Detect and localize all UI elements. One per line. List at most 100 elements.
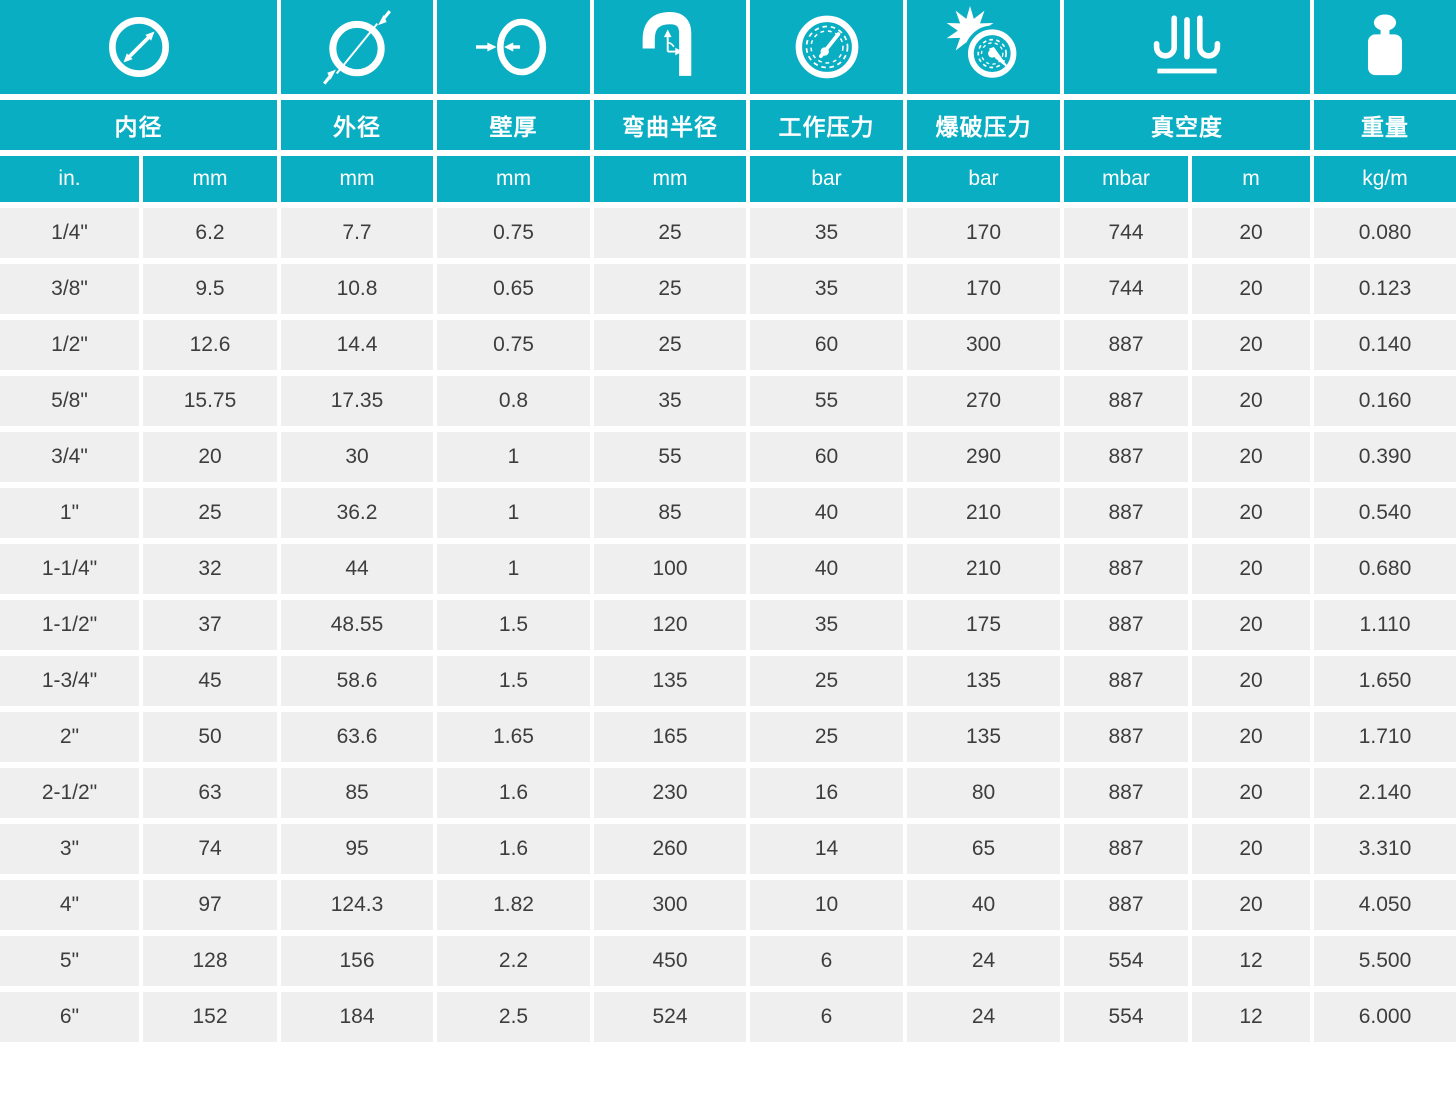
table-cell: 6.000 <box>1314 992 1456 1042</box>
outer-diameter-header-cell <box>281 0 433 94</box>
table-cell: 1.82 <box>437 880 590 930</box>
table-cell: 887 <box>1064 488 1188 538</box>
hose-spec-table: 内径 外径 壁厚 弯曲半径 工作压力 爆破压力 真空度 重量 in. mm mm… <box>0 0 1456 1042</box>
table-cell: 300 <box>907 320 1060 370</box>
unit-bend-radius-mm: mm <box>594 156 746 202</box>
inner-diameter-icon <box>102 10 176 84</box>
table-cell: 1.65 <box>437 712 590 762</box>
unit-vacuum-mbar: mbar <box>1064 156 1188 202</box>
table-cell: 887 <box>1064 712 1188 762</box>
table-cell: 290 <box>907 432 1060 482</box>
table-cell: 0.8 <box>437 376 590 426</box>
table-cell: 3.310 <box>1314 824 1456 874</box>
table-cell: 40 <box>750 488 903 538</box>
table-cell: 20 <box>1192 432 1310 482</box>
table-cell: 74 <box>143 824 277 874</box>
unit-inner-diameter-in: in. <box>0 156 139 202</box>
table-cell: 135 <box>594 656 746 706</box>
table-cell: 20 <box>1192 264 1310 314</box>
table-cell: 12 <box>1192 992 1310 1042</box>
table-cell: 1 <box>437 544 590 594</box>
table-cell: 3/8" <box>0 264 139 314</box>
table-cell: 230 <box>594 768 746 818</box>
table-cell: 0.75 <box>437 320 590 370</box>
table-cell: 2" <box>0 712 139 762</box>
table-cell: 1.5 <box>437 656 590 706</box>
table-cell: 1" <box>0 488 139 538</box>
unit-working-pressure-bar: bar <box>750 156 903 202</box>
wall-thickness-icon <box>475 9 552 85</box>
table-cell: 6 <box>750 936 903 986</box>
table-cell: 35 <box>750 208 903 258</box>
working-pressure-icon <box>789 9 865 85</box>
table-cell: 887 <box>1064 768 1188 818</box>
table-cell: 60 <box>750 320 903 370</box>
table-cell: 30 <box>281 432 433 482</box>
unit-wall-thickness-mm: mm <box>437 156 590 202</box>
table-cell: 14 <box>750 824 903 874</box>
table-cell: 100 <box>594 544 746 594</box>
table-cell: 4" <box>0 880 139 930</box>
table-cell: 20 <box>143 432 277 482</box>
table-cell: 50 <box>143 712 277 762</box>
table-cell: 0.140 <box>1314 320 1456 370</box>
table-cell: 0.160 <box>1314 376 1456 426</box>
table-cell: 63 <box>143 768 277 818</box>
table-cell: 554 <box>1064 992 1188 1042</box>
inner-diameter-header-cell <box>0 0 277 94</box>
table-cell: 1-1/4" <box>0 544 139 594</box>
table-cell: 1.710 <box>1314 712 1456 762</box>
table-cell: 45 <box>143 656 277 706</box>
table-cell: 25 <box>750 712 903 762</box>
table-cell: 3" <box>0 824 139 874</box>
table-cell: 135 <box>907 656 1060 706</box>
weight-icon <box>1348 10 1422 84</box>
table-cell: 260 <box>594 824 746 874</box>
table-cell: 1/4" <box>0 208 139 258</box>
table-cell: 7.7 <box>281 208 433 258</box>
table-cell: 2.5 <box>437 992 590 1042</box>
table-cell: 0.080 <box>1314 208 1456 258</box>
bend-radius-icon <box>632 9 708 85</box>
table-cell: 0.390 <box>1314 432 1456 482</box>
table-cell: 1/2" <box>0 320 139 370</box>
table-cell: 887 <box>1064 824 1188 874</box>
unit-weight-kgm: kg/m <box>1314 156 1456 202</box>
table-cell: 65 <box>907 824 1060 874</box>
unit-burst-pressure-bar: bar <box>907 156 1060 202</box>
table-cell: 35 <box>750 264 903 314</box>
table-cell: 2.140 <box>1314 768 1456 818</box>
table-cell: 85 <box>281 768 433 818</box>
table-cell: 0.75 <box>437 208 590 258</box>
table-cell: 24 <box>907 992 1060 1042</box>
table-cell: 300 <box>594 880 746 930</box>
table-cell: 20 <box>1192 488 1310 538</box>
table-cell: 1.110 <box>1314 600 1456 650</box>
column-header-inner-diameter: 内径 <box>0 100 277 150</box>
table-cell: 20 <box>1192 208 1310 258</box>
table-cell: 44 <box>281 544 433 594</box>
table-cell: 3/4" <box>0 432 139 482</box>
table-cell: 37 <box>143 600 277 650</box>
table-cell: 1.5 <box>437 600 590 650</box>
table-cell: 63.6 <box>281 712 433 762</box>
table-cell: 10.8 <box>281 264 433 314</box>
burst-pressure-header-cell <box>907 0 1060 94</box>
table-cell: 450 <box>594 936 746 986</box>
column-header-burst-pressure: 爆破压力 <box>907 100 1060 150</box>
table-cell: 165 <box>594 712 746 762</box>
table-cell: 16 <box>750 768 903 818</box>
table-cell: 55 <box>594 432 746 482</box>
table-cell: 48.55 <box>281 600 433 650</box>
table-cell: 887 <box>1064 376 1188 426</box>
table-cell: 24 <box>907 936 1060 986</box>
bend-radius-header-cell <box>594 0 746 94</box>
column-header-wall-thickness: 壁厚 <box>437 100 590 150</box>
table-cell: 156 <box>281 936 433 986</box>
table-cell: 152 <box>143 992 277 1042</box>
outer-diameter-icon <box>318 8 396 86</box>
table-cell: 95 <box>281 824 433 874</box>
table-cell: 12 <box>1192 936 1310 986</box>
table-cell: 1 <box>437 488 590 538</box>
table-cell: 85 <box>594 488 746 538</box>
